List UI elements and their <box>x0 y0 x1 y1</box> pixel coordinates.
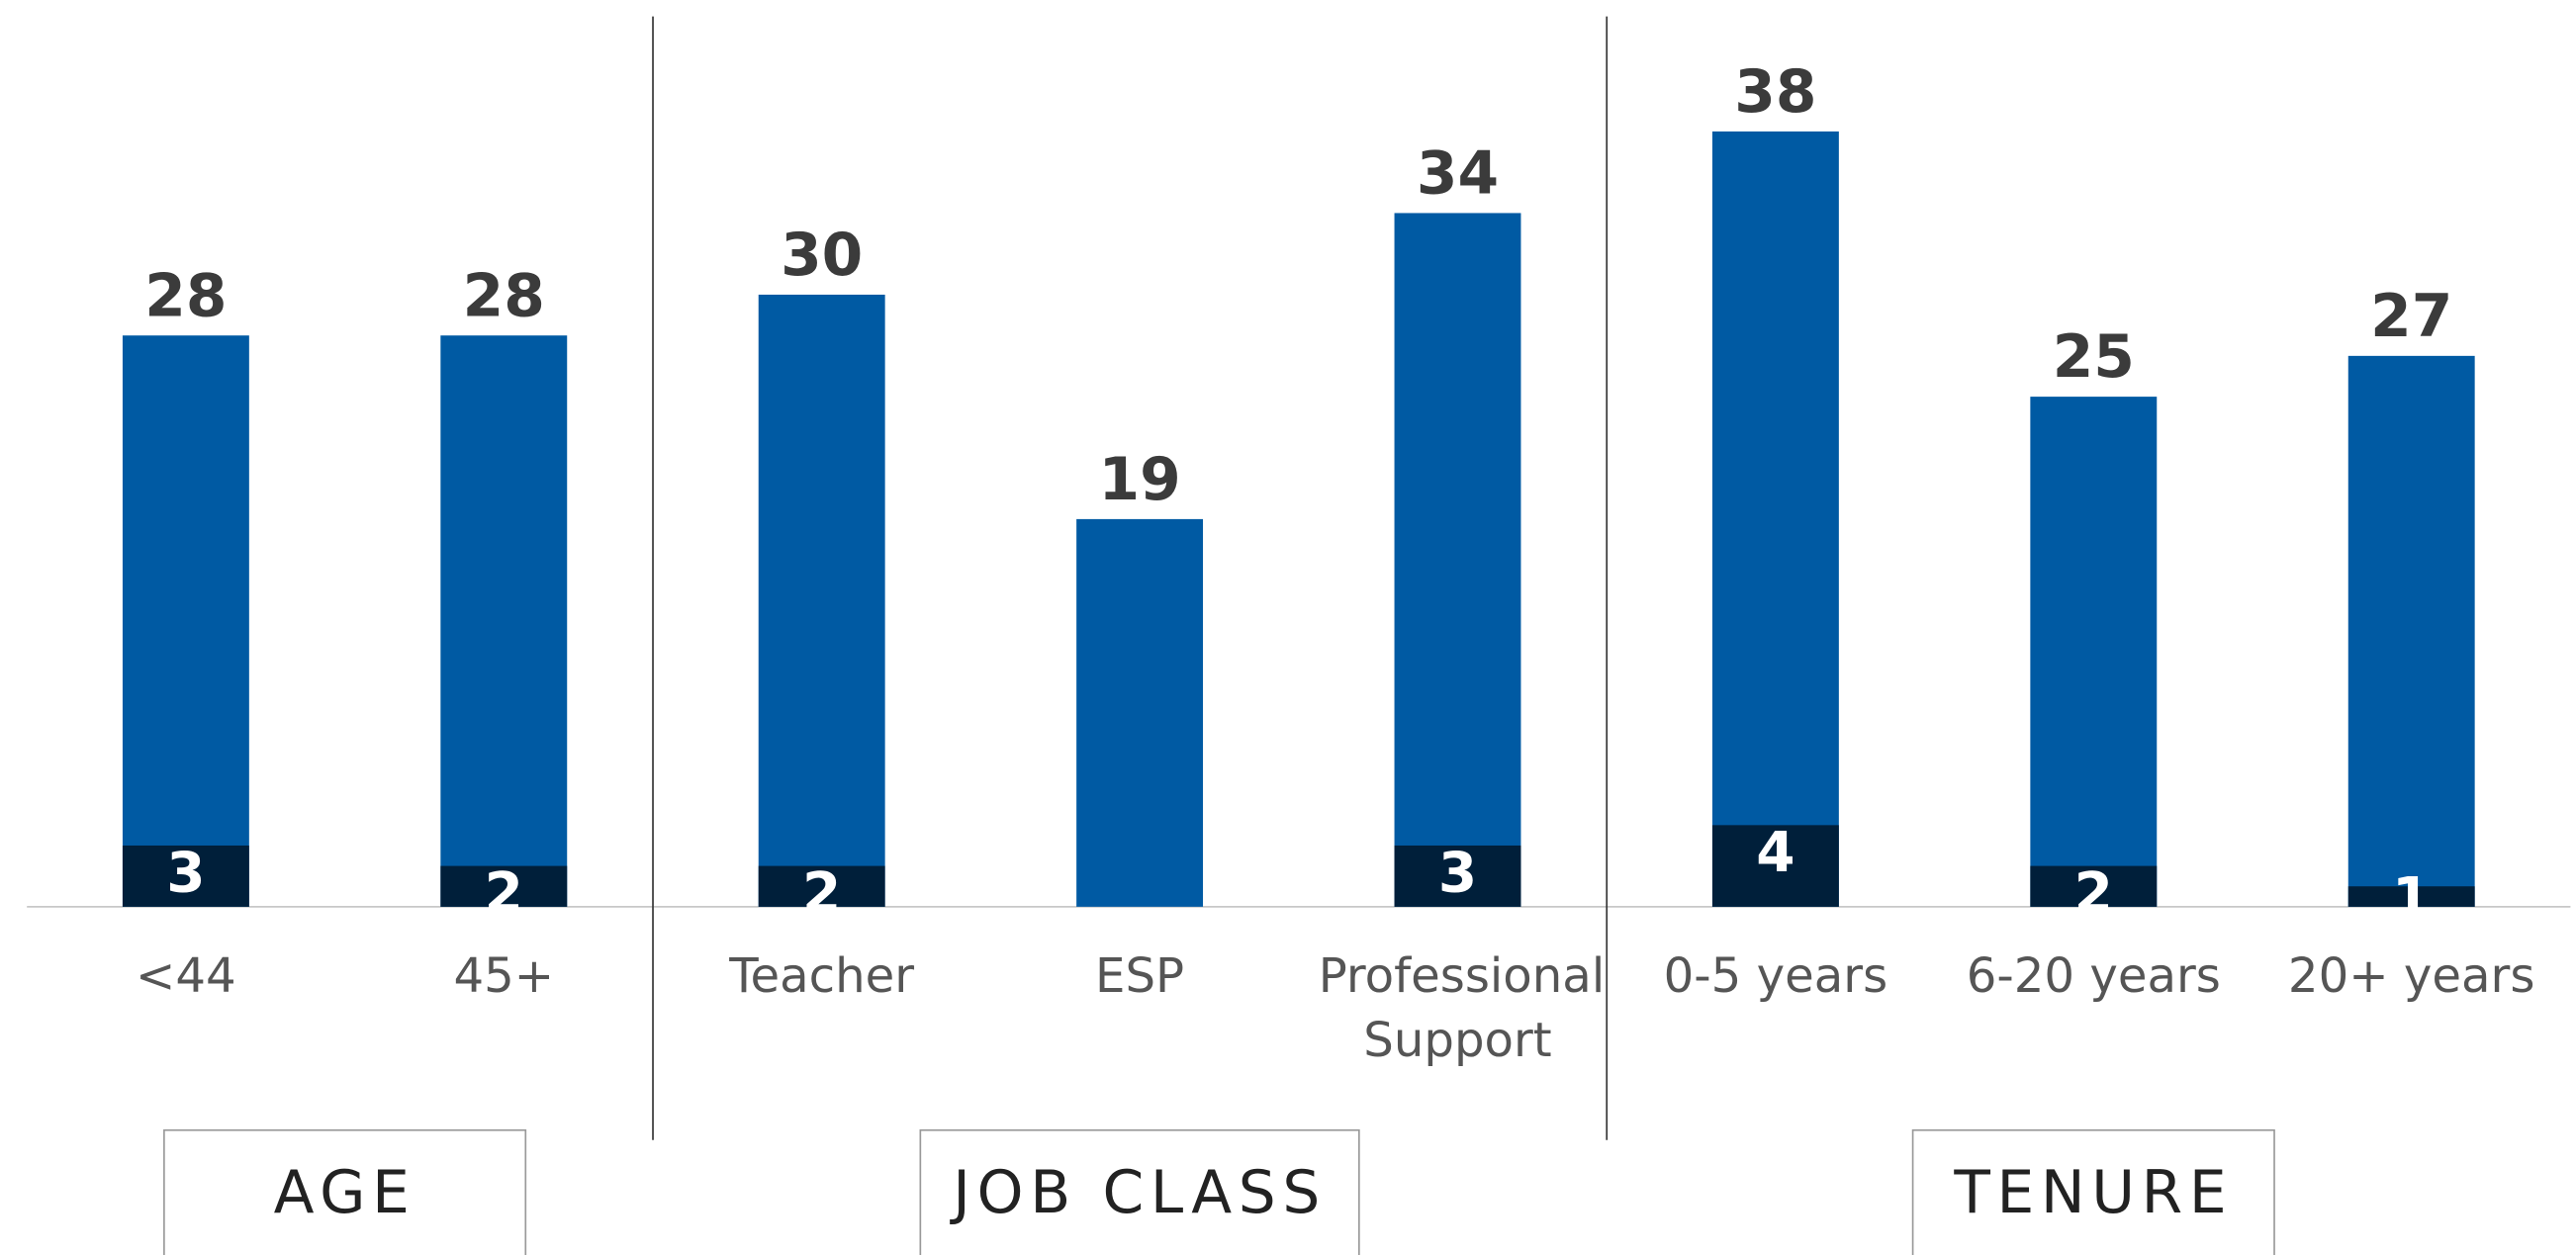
bar <box>2030 865 2158 907</box>
bar <box>2347 355 2475 907</box>
x-label-box: ESP <box>1095 947 1185 1004</box>
inner-value-label: 2 <box>485 861 523 926</box>
x-label-box: 20+ years <box>2287 947 2535 1004</box>
inner-value-label: 3 <box>166 841 205 905</box>
bar <box>122 335 249 907</box>
inner-value-label: 3 <box>1438 841 1477 905</box>
bar <box>1711 825 1839 907</box>
x-tick-label: 45+ <box>453 947 555 1004</box>
group-label: JOB CLASS <box>949 1159 1327 1227</box>
value-label: 19 <box>1098 446 1180 514</box>
group-box <box>163 1128 527 1255</box>
inner-value-label: 4 <box>1756 821 1794 885</box>
x-label-box: Professional Support <box>1318 947 1606 1068</box>
inner-value-label: 2 <box>802 861 841 926</box>
bar <box>1711 131 1839 907</box>
x-label-box: 0-5 years <box>1663 947 1888 1004</box>
value-label: 38 <box>1734 58 1816 127</box>
inner-value-label: 1 <box>2392 866 2431 931</box>
bar <box>1076 518 1204 907</box>
x-label-box: Teacher <box>729 947 915 1004</box>
bar <box>122 845 249 907</box>
x-label-box: 6-20 years <box>1966 947 2221 1004</box>
group-label: TENURE <box>1953 1159 2233 1227</box>
x-tick-label: ESP <box>1095 947 1185 1004</box>
bar <box>2030 397 2158 907</box>
value-label: 28 <box>463 262 545 330</box>
group-label: AGE <box>274 1159 416 1227</box>
x-tick-label: <44 <box>136 947 236 1004</box>
value-label: 34 <box>1417 140 1499 209</box>
x-tick-label: 20+ years <box>2287 947 2535 1004</box>
x-tick-label: Teacher <box>729 947 915 1004</box>
inner-value-label: 2 <box>2074 861 2113 926</box>
bar <box>758 294 885 907</box>
x-tick-label: Professional Support <box>1318 947 1606 1068</box>
x-label-box: 45+ <box>453 947 555 1004</box>
group-box <box>919 1128 1360 1255</box>
bar <box>1394 845 1521 907</box>
x-label-box: <44 <box>136 947 236 1004</box>
x-tick-label: 0-5 years <box>1663 947 1888 1004</box>
value-label: 25 <box>2053 323 2135 392</box>
bar <box>440 865 568 907</box>
x-tick-label: 6-20 years <box>1966 947 2221 1004</box>
bar <box>2347 886 2475 907</box>
bar <box>440 335 568 907</box>
value-label: 27 <box>2370 283 2452 351</box>
value-label: 30 <box>781 222 863 290</box>
bar <box>758 865 885 907</box>
bar <box>1394 213 1521 907</box>
value-label: 28 <box>144 262 227 330</box>
group-box <box>1911 1128 2275 1255</box>
